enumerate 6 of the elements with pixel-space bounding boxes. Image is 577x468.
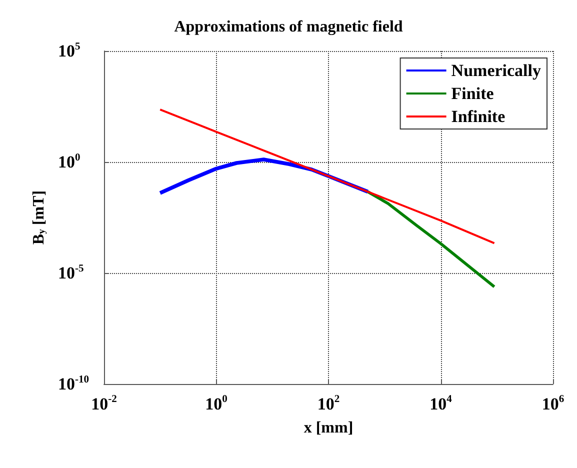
chart-title: Approximations of magnetic field bbox=[174, 18, 403, 36]
y-axis-title: By [mT] bbox=[30, 190, 48, 245]
legend-label: Finite bbox=[451, 84, 494, 103]
x-axis-title: x [mm] bbox=[304, 420, 354, 436]
legend-label: Infinite bbox=[451, 107, 506, 126]
legend-label: Numerically bbox=[451, 61, 542, 80]
